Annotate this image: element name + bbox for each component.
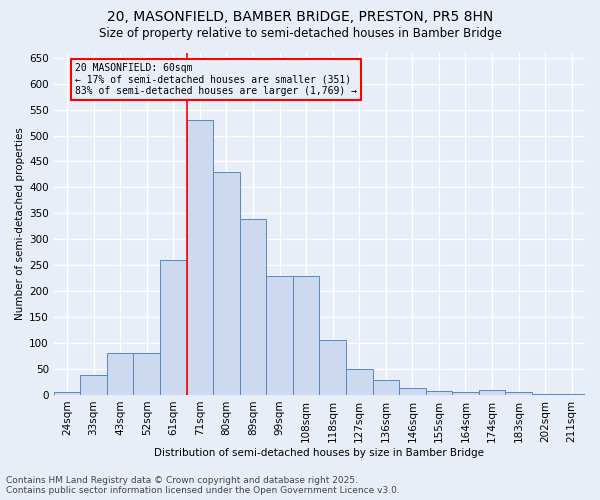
Text: 20 MASONFIELD: 60sqm
← 17% of semi-detached houses are smaller (351)
83% of semi: 20 MASONFIELD: 60sqm ← 17% of semi-detac… bbox=[75, 63, 357, 96]
Bar bbox=[54, 392, 80, 395]
Bar bbox=[373, 380, 399, 395]
Bar bbox=[80, 375, 107, 395]
Bar bbox=[479, 390, 505, 395]
Bar bbox=[213, 172, 240, 395]
Bar bbox=[319, 340, 346, 395]
Bar bbox=[505, 392, 532, 395]
Bar bbox=[452, 392, 479, 395]
X-axis label: Distribution of semi-detached houses by size in Bamber Bridge: Distribution of semi-detached houses by … bbox=[154, 448, 484, 458]
Bar bbox=[160, 260, 187, 395]
Bar bbox=[187, 120, 213, 395]
Bar bbox=[240, 218, 266, 395]
Bar bbox=[425, 391, 452, 395]
Bar bbox=[133, 354, 160, 395]
Y-axis label: Number of semi-detached properties: Number of semi-detached properties bbox=[15, 128, 25, 320]
Bar bbox=[293, 276, 319, 395]
Bar bbox=[399, 388, 425, 395]
Bar bbox=[346, 369, 373, 395]
Bar bbox=[532, 394, 559, 395]
Bar bbox=[559, 394, 585, 395]
Bar bbox=[107, 354, 133, 395]
Bar bbox=[266, 276, 293, 395]
Text: 20, MASONFIELD, BAMBER BRIDGE, PRESTON, PR5 8HN: 20, MASONFIELD, BAMBER BRIDGE, PRESTON, … bbox=[107, 10, 493, 24]
Text: Size of property relative to semi-detached houses in Bamber Bridge: Size of property relative to semi-detach… bbox=[98, 28, 502, 40]
Text: Contains HM Land Registry data © Crown copyright and database right 2025.
Contai: Contains HM Land Registry data © Crown c… bbox=[6, 476, 400, 495]
